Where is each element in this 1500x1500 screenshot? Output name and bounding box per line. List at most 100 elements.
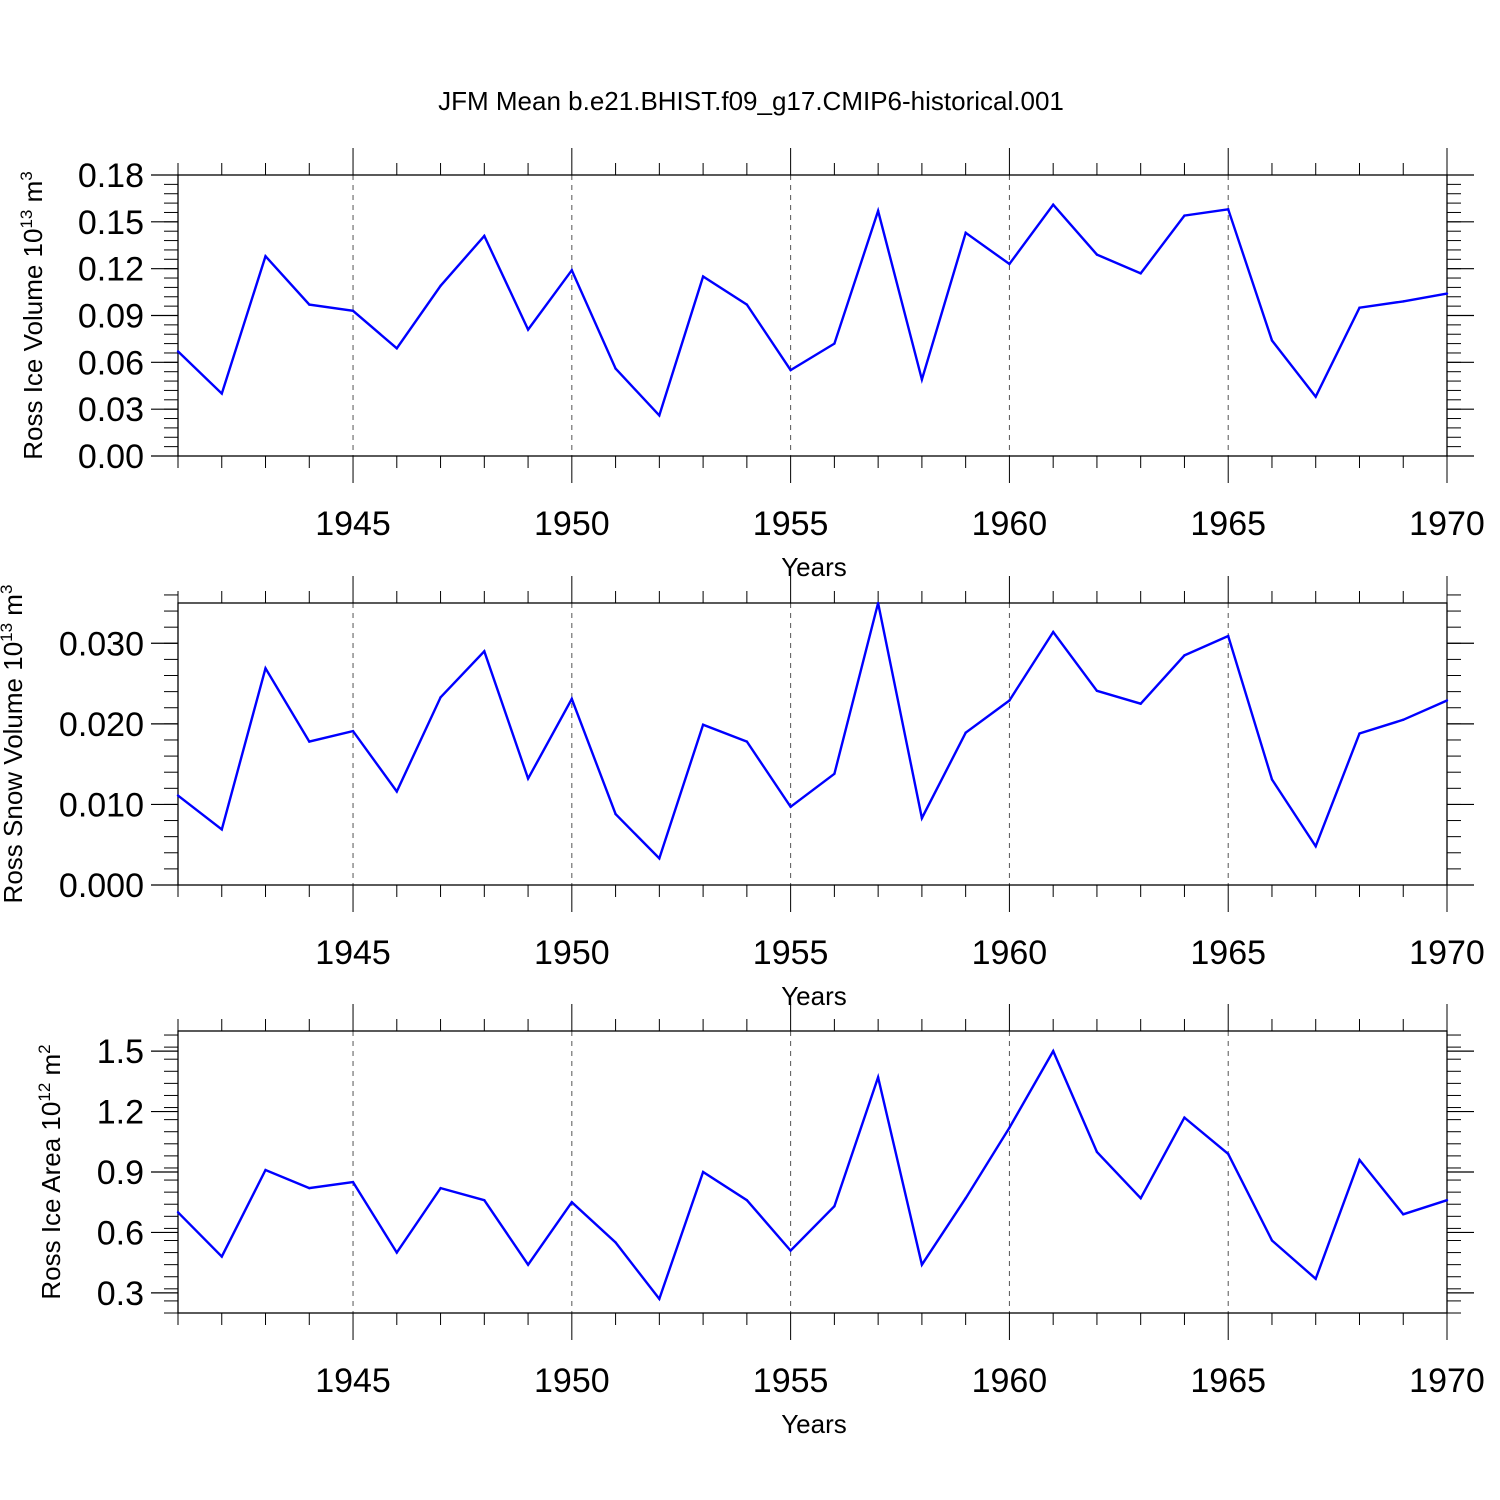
- data-point: [570, 697, 574, 701]
- data-point: [526, 1263, 530, 1266]
- x-tick-label: 1955: [753, 1362, 829, 1400]
- y-tick-label: 0.020: [59, 706, 144, 744]
- y-tick-label: 0.9: [97, 1154, 144, 1192]
- data-point: [1183, 214, 1186, 217]
- y-tick-label: 0.06: [78, 344, 144, 382]
- data-point: [176, 350, 180, 353]
- data-point: [1139, 702, 1142, 705]
- y-axis-title-exponent: 13: [0, 623, 16, 642]
- data-point: [1270, 339, 1274, 342]
- data-point: [1314, 1277, 1317, 1280]
- data-point: [920, 1263, 924, 1266]
- data-point: [920, 816, 924, 820]
- y-tick-label: 0.000: [59, 867, 144, 905]
- data-point: [351, 729, 355, 733]
- data-point: [395, 1251, 398, 1254]
- panel-2: 0.000 0.010 0.020 0.030 1945 1950 1955 1960 1965…: [0, 576, 1485, 1011]
- data-point: [1445, 699, 1449, 702]
- x-tick-label: 1965: [1190, 934, 1266, 972]
- x-tick-label: 1970: [1409, 505, 1485, 543]
- y-axis-title-main: Ross Ice Area 10: [36, 1102, 66, 1300]
- y-axis-title-main: Ross Ice Volume 10: [18, 229, 48, 460]
- y-tick-label: 0.03: [78, 391, 144, 429]
- data-point: [658, 414, 661, 417]
- data-point: [1139, 1196, 1142, 1200]
- data-point: [1227, 208, 1230, 211]
- x-tick-label: 1960: [972, 934, 1048, 972]
- data-point: [658, 857, 661, 860]
- y-axis-title-unit: m: [0, 594, 28, 623]
- data-point: [789, 1249, 792, 1252]
- data-point: [833, 1205, 836, 1208]
- data-point: [920, 378, 924, 381]
- data-point: [1402, 300, 1405, 303]
- data-point: [395, 347, 398, 350]
- panels: 0.00 0.03 0.06 0.09 0.12 0.15 0.18 1945 1950 1955…: [0, 148, 1485, 1439]
- data-point: [745, 1199, 749, 1202]
- data-point: [308, 303, 311, 306]
- y-tick-label: 1.2: [97, 1094, 144, 1132]
- data-point: [1095, 689, 1099, 693]
- data-point: [483, 650, 486, 653]
- data-point: [1445, 292, 1449, 295]
- data-point: [1314, 845, 1317, 848]
- figure-title: JFM Mean b.e21.BHIST.f09_g17.CMIP6-histo…: [438, 86, 1064, 116]
- x-tick-label: 1950: [534, 1362, 610, 1400]
- data-point: [176, 794, 180, 797]
- data-point: [439, 696, 442, 699]
- data-point: [658, 1297, 661, 1301]
- x-tick-label: 1950: [534, 505, 610, 543]
- data-point: [1227, 634, 1230, 638]
- data-point: [614, 812, 617, 816]
- x-axis-title: Years: [781, 981, 847, 1011]
- panel-1: 0.00 0.03 0.06 0.09 0.12 0.15 0.18 1945 1950 1955…: [17, 148, 1485, 582]
- data-point: [1095, 253, 1099, 256]
- data-point: [614, 1241, 617, 1244]
- data-point: [964, 231, 967, 234]
- data-point: [351, 1180, 355, 1184]
- series-line: [177, 202, 1448, 418]
- y-axis-title-exponent: 12: [35, 1083, 54, 1102]
- data-point: [483, 234, 486, 238]
- data-point: [264, 1168, 267, 1172]
- x-axis-title: Years: [781, 552, 847, 582]
- data-point: [176, 1211, 180, 1214]
- data-point: [1051, 1049, 1055, 1053]
- data-point: [483, 1199, 486, 1202]
- data-point: [526, 328, 530, 331]
- y-axis-title-unit-exponent: 3: [17, 171, 36, 180]
- data-point: [1183, 1116, 1186, 1119]
- data-point: [1139, 272, 1142, 275]
- y-axis-title-main: Ross Snow Volume 10: [0, 642, 28, 904]
- data-point: [439, 284, 442, 288]
- y-axis-title-unit-exponent: 2: [35, 1044, 54, 1053]
- data-point: [1051, 203, 1055, 206]
- data-point: [1183, 654, 1186, 657]
- data-point: [876, 601, 880, 605]
- data-point: [876, 209, 880, 213]
- data-point: [701, 275, 705, 278]
- x-tick-label: 1955: [753, 934, 829, 972]
- data-point: [1051, 630, 1055, 634]
- y-tick-label: 0.010: [59, 786, 144, 824]
- x-tick-label: 1970: [1409, 1362, 1485, 1400]
- data-point: [833, 772, 836, 776]
- data-point: [570, 269, 574, 272]
- x-tick-label: 1970: [1409, 934, 1485, 972]
- data-point: [526, 777, 530, 780]
- plot-frame: [177, 602, 1448, 886]
- data-point: [308, 1186, 311, 1190]
- x-tick-label: 1955: [753, 505, 829, 543]
- y-tick-label: 0.00: [78, 438, 144, 476]
- data-point: [1008, 1126, 1011, 1129]
- data-point: [570, 1201, 574, 1204]
- data-point: [1270, 778, 1274, 781]
- data-point: [220, 828, 223, 831]
- data-point: [264, 254, 267, 258]
- y-axis-title-unit-exponent: 3: [0, 585, 16, 594]
- x-tick-label: 1965: [1190, 505, 1266, 543]
- data-point: [1270, 1239, 1274, 1242]
- x-axis-title: Years: [781, 1409, 847, 1439]
- x-tick-label: 1960: [972, 1362, 1048, 1400]
